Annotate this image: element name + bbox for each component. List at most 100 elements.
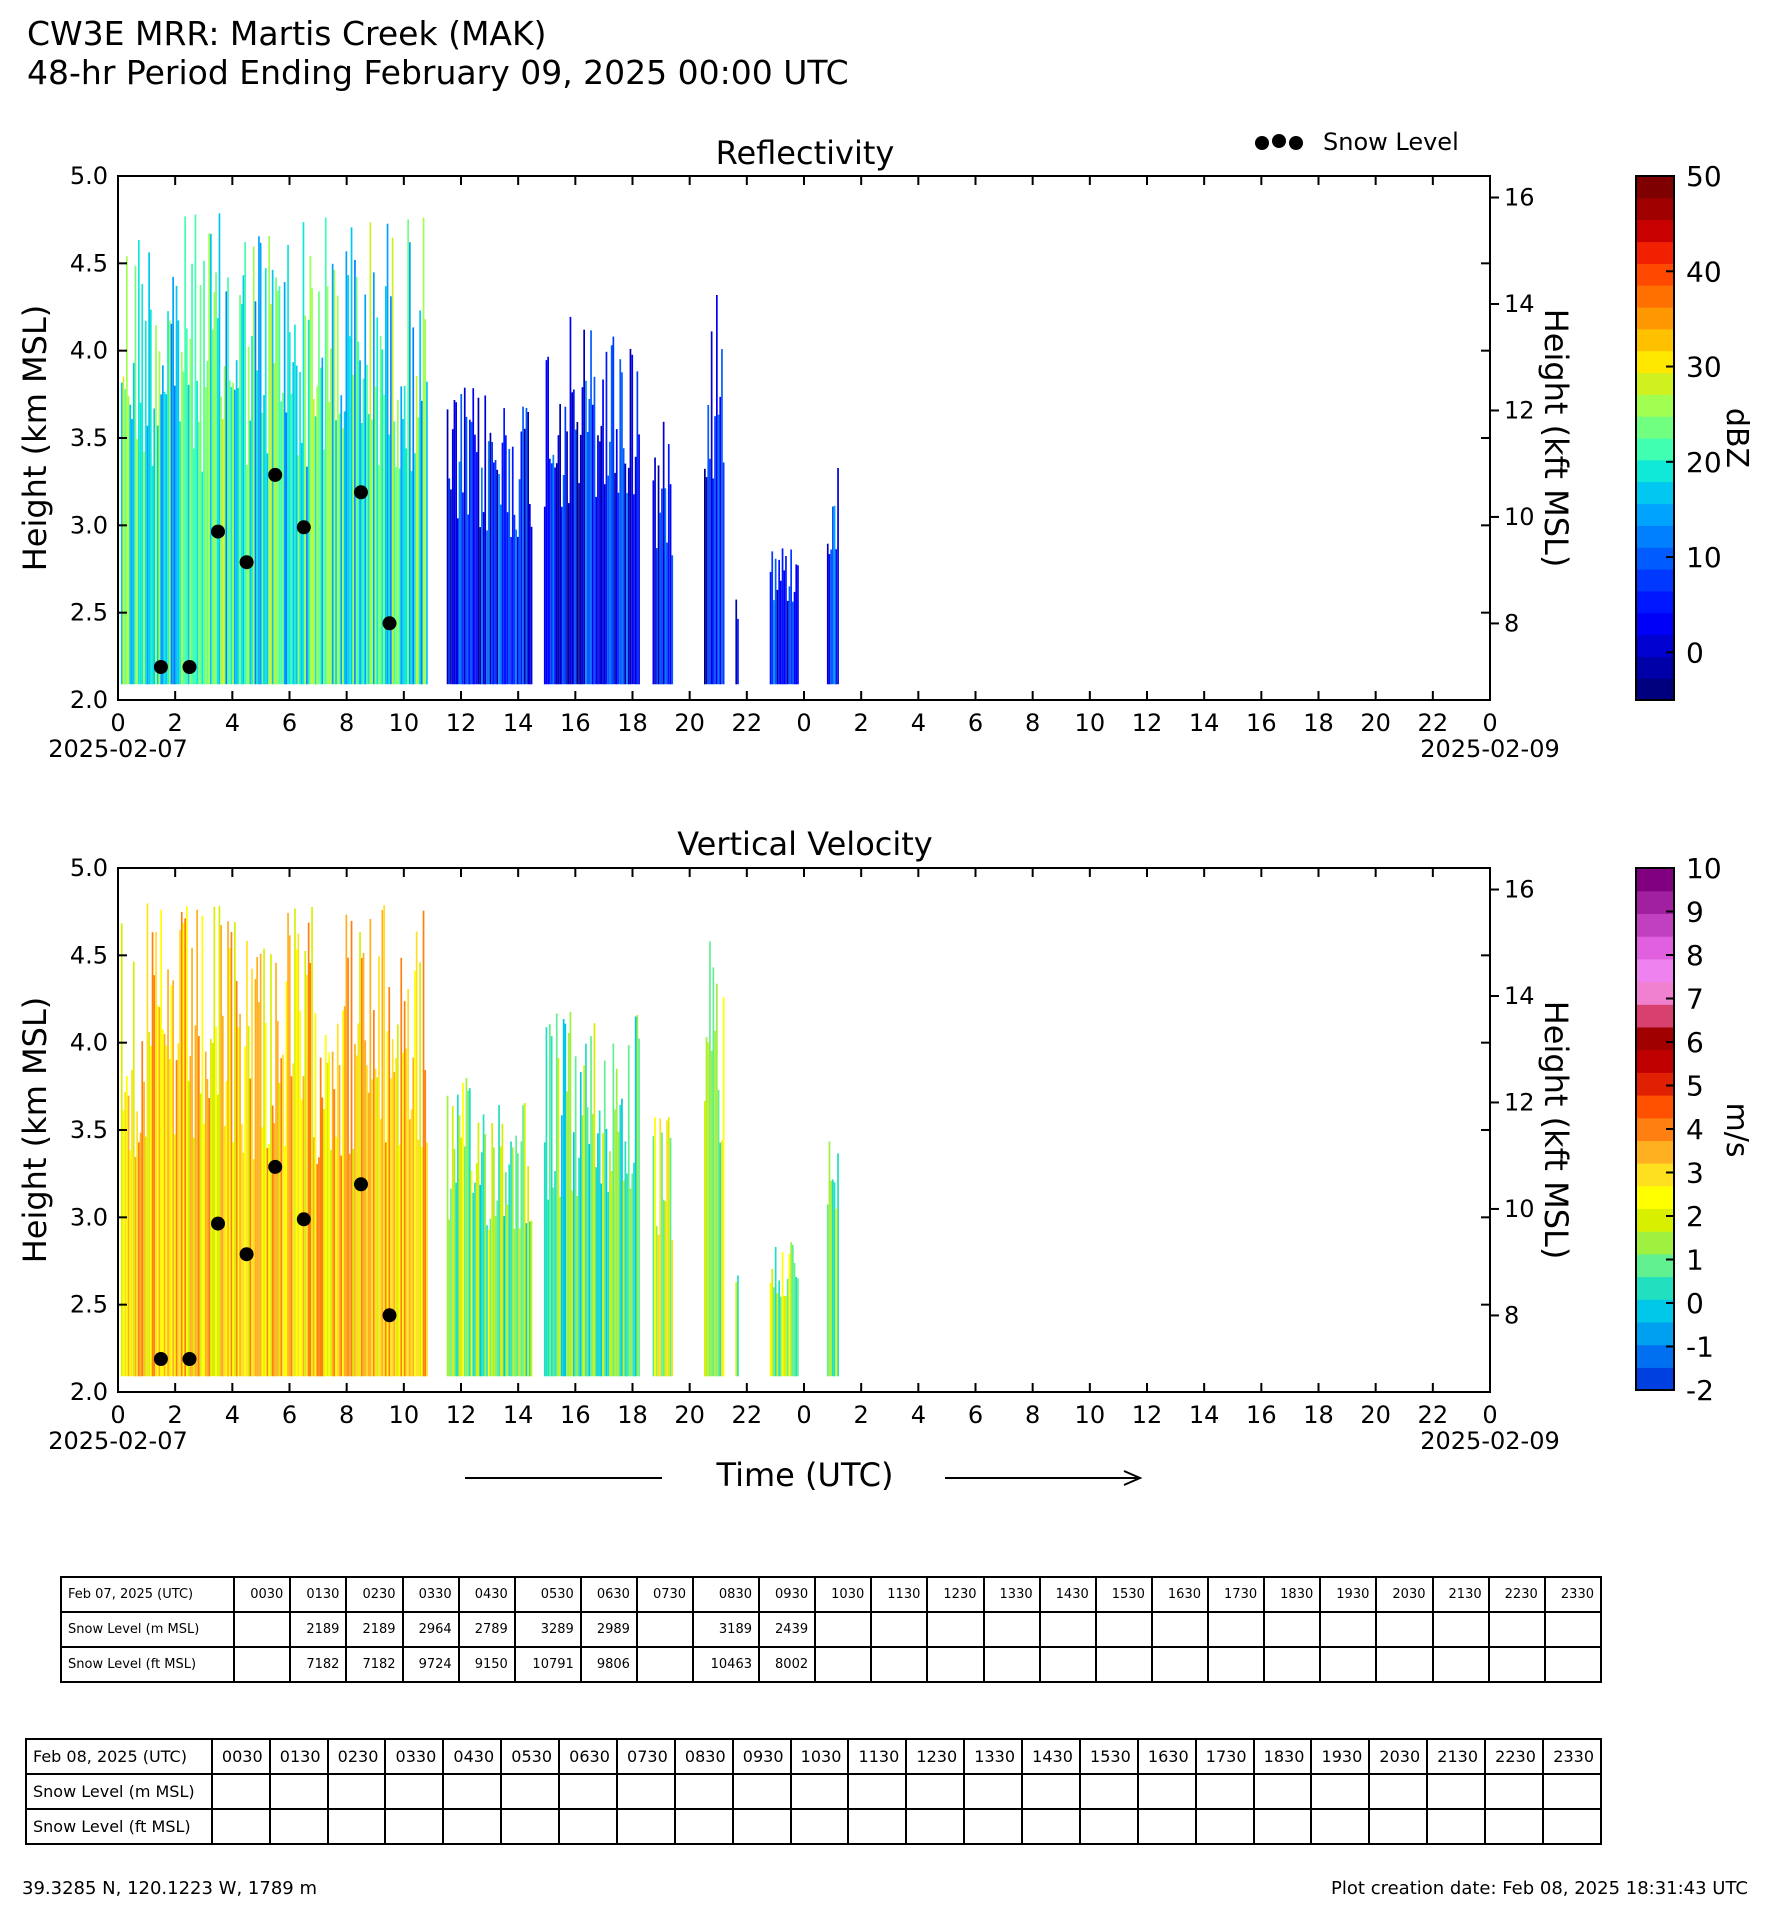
echo-column xyxy=(342,428,344,685)
y-tick-label: 3.5 xyxy=(70,1116,108,1144)
echo-column xyxy=(614,472,616,685)
table-value-cell xyxy=(1150,1611,1210,1648)
colorbar-swatch xyxy=(1636,1140,1674,1164)
table-time-cell: 0230 xyxy=(345,1576,404,1613)
echo-column xyxy=(769,1282,772,1377)
table-value-cell xyxy=(1206,1611,1266,1648)
table-time-cell: 0930 xyxy=(731,1738,792,1775)
echo-column xyxy=(127,1095,130,1377)
echo-column xyxy=(576,422,579,685)
table-time-cell: 0130 xyxy=(268,1738,329,1775)
echo-column xyxy=(249,420,252,685)
echo-column xyxy=(239,1013,241,1377)
echo-column xyxy=(828,554,831,685)
echo-column xyxy=(230,387,233,685)
echo-column xyxy=(636,371,639,685)
x-tick-label: 20 xyxy=(674,1401,705,1429)
echo-column xyxy=(591,404,594,685)
echo-column xyxy=(624,463,627,685)
echo-column xyxy=(345,914,348,1377)
echo-column xyxy=(294,324,296,685)
table-value-cell xyxy=(326,1808,387,1845)
echo-column xyxy=(410,1109,413,1377)
echo-column xyxy=(391,237,394,685)
right-tick-label: 14 xyxy=(1504,982,1535,1010)
echo-column xyxy=(143,451,145,685)
echo-column xyxy=(228,380,231,685)
table-value-cell xyxy=(1263,1646,1322,1683)
table-value-cell xyxy=(1431,1611,1490,1648)
echo-column xyxy=(192,1137,195,1377)
echo-column xyxy=(830,1180,832,1377)
echo-column xyxy=(292,1063,295,1377)
table-value-cell xyxy=(982,1611,1041,1648)
echo-column xyxy=(662,1199,665,1377)
echo-column xyxy=(391,1039,394,1377)
echo-column xyxy=(342,1010,344,1377)
echo-column xyxy=(579,434,582,685)
table-value-cell xyxy=(1078,1808,1139,1845)
echo-column xyxy=(636,1015,639,1377)
x-tick-label: 6 xyxy=(282,709,297,737)
colorbar-swatch xyxy=(1636,372,1674,395)
colorbar-swatch xyxy=(1636,1004,1674,1028)
table-time-cell: 0930 xyxy=(757,1576,817,1613)
echo-column xyxy=(379,335,382,685)
echo-column xyxy=(254,301,257,685)
echo-column xyxy=(657,1234,660,1377)
right-tick-label: 14 xyxy=(1504,290,1535,318)
echo-column xyxy=(139,402,142,685)
echo-column xyxy=(122,1110,125,1377)
colorbar-tick-label: 9 xyxy=(1686,896,1704,929)
echo-column xyxy=(631,1173,634,1377)
echo-column xyxy=(316,1163,319,1377)
echo-column xyxy=(126,256,128,685)
echo-column xyxy=(460,394,463,685)
echo-column xyxy=(451,429,454,685)
echo-column xyxy=(153,408,156,685)
echo-column xyxy=(667,444,670,685)
colorbar-tick-label: 0 xyxy=(1686,636,1704,669)
echo-column xyxy=(294,908,296,1377)
echo-column xyxy=(374,1068,377,1377)
colorbar-swatch xyxy=(1636,394,1674,417)
echo-column xyxy=(835,1208,838,1377)
table-value-cell: 3289 xyxy=(513,1611,582,1648)
snow-level-point xyxy=(239,555,254,570)
colorbar-swatch xyxy=(1636,241,1674,264)
echo-column xyxy=(129,404,132,685)
table-value-cell: 9806 xyxy=(579,1646,638,1683)
echo-column xyxy=(774,1246,777,1377)
table-value-cell xyxy=(1194,1773,1255,1810)
echo-column xyxy=(357,341,360,685)
echo-column xyxy=(566,431,568,685)
echo-column xyxy=(349,1153,351,1377)
echo-column xyxy=(607,1191,609,1377)
echo-column xyxy=(576,1196,579,1377)
echo-column xyxy=(393,1072,396,1377)
echo-column xyxy=(369,919,372,1377)
echo-column xyxy=(225,1081,228,1377)
echo-column xyxy=(710,331,713,685)
colorbar-swatch xyxy=(1636,307,1674,330)
echo-column xyxy=(513,1228,516,1377)
echo-column xyxy=(588,399,591,685)
echo-column xyxy=(373,272,375,685)
right-tick-label: 12 xyxy=(1504,396,1535,424)
echo-column xyxy=(234,922,236,1377)
echo-column xyxy=(475,1163,478,1377)
table-time-cell: 1830 xyxy=(1263,1576,1322,1613)
x-tick-label: 14 xyxy=(503,1401,534,1429)
echo-column xyxy=(448,478,451,685)
echo-column xyxy=(246,465,248,685)
echo-column xyxy=(633,494,635,685)
echo-column xyxy=(517,1153,519,1377)
echo-column xyxy=(586,1107,589,1377)
echo-column xyxy=(331,263,334,685)
echo-column xyxy=(292,362,295,685)
table-value-cell xyxy=(615,1773,676,1810)
table-value-cell xyxy=(1426,1773,1487,1810)
echo-column xyxy=(517,536,519,685)
table-time-cell: 1630 xyxy=(1150,1576,1210,1613)
table-value-cell: 10791 xyxy=(513,1646,582,1683)
